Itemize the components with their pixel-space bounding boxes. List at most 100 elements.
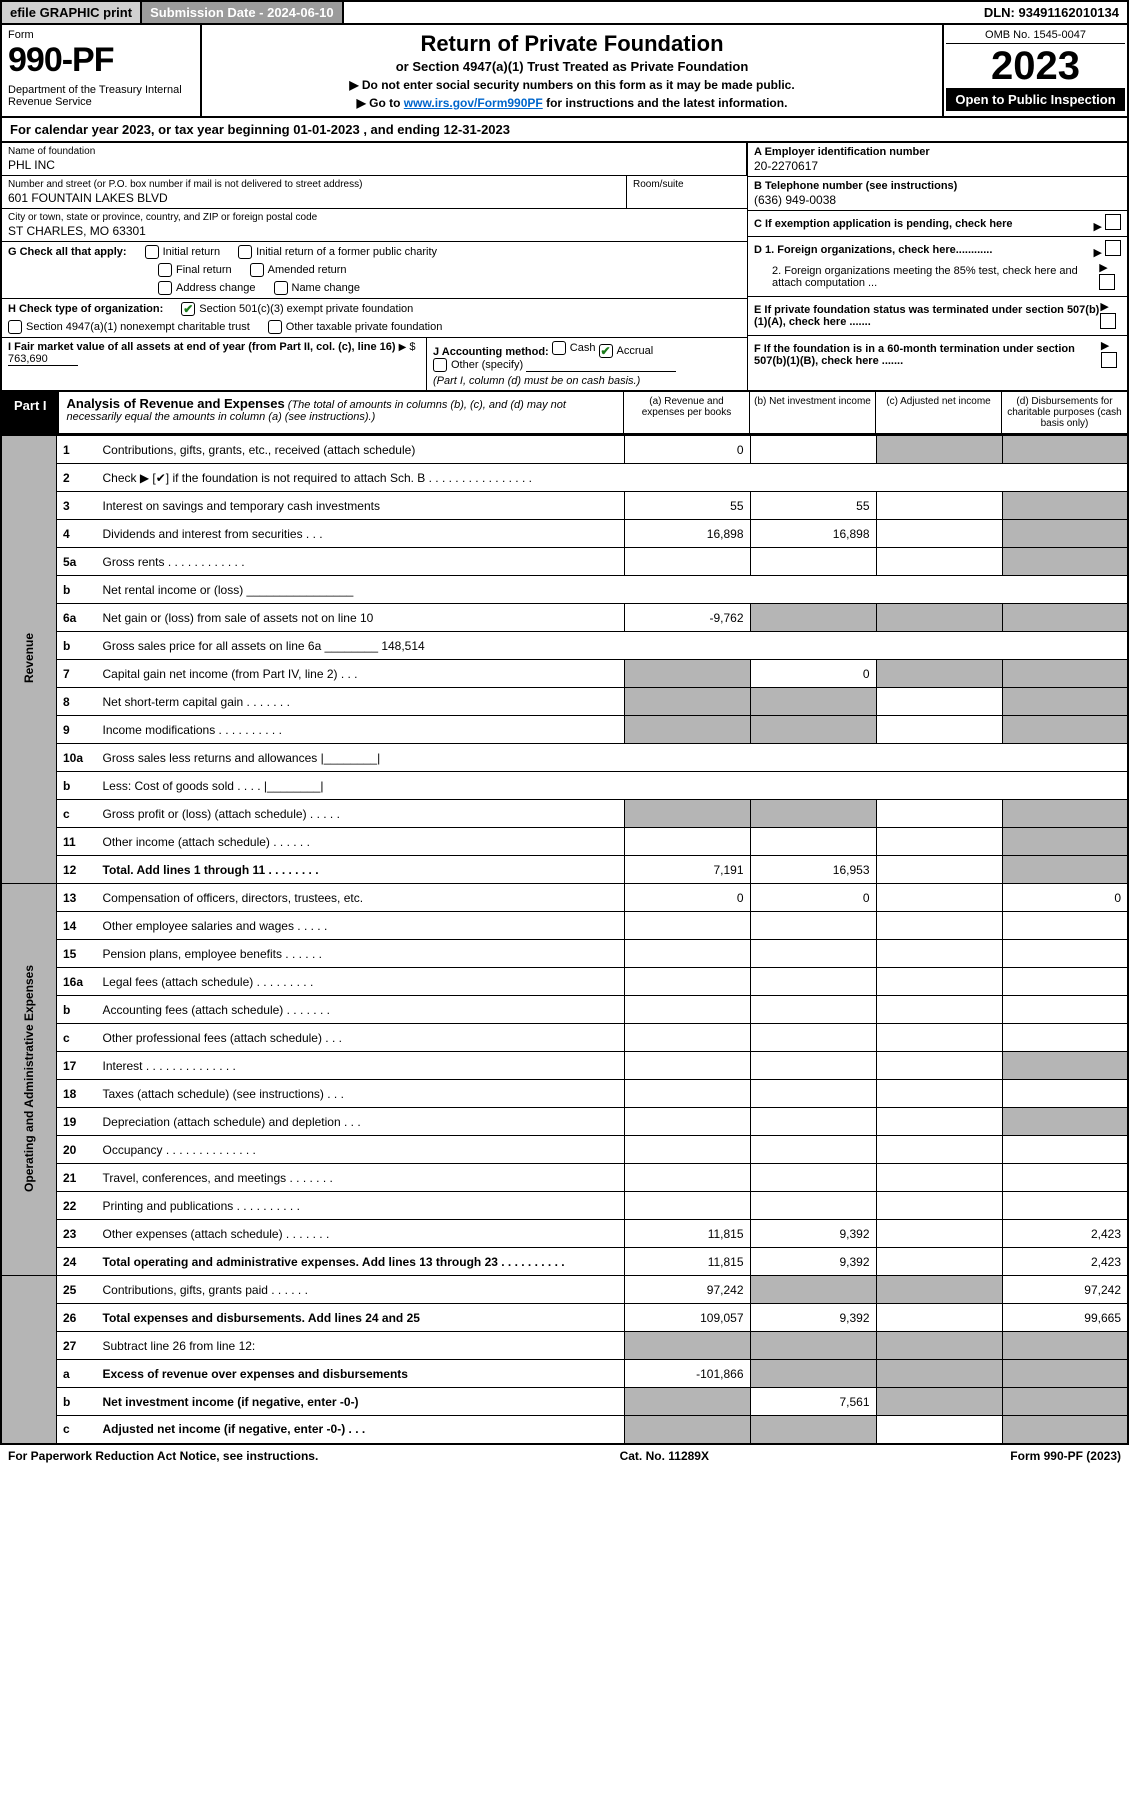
- omb: OMB No. 1545-0047: [946, 27, 1125, 44]
- table-row: aExcess of revenue over expenses and dis…: [1, 1360, 1128, 1388]
- table-row: 10aGross sales less returns and allowanc…: [1, 744, 1128, 772]
- chk-4947[interactable]: [8, 320, 22, 334]
- i-value: 763,690: [8, 353, 78, 366]
- efile-button[interactable]: efile GRAPHIC print: [2, 2, 142, 23]
- table-row: Operating and Administrative Expenses13C…: [1, 884, 1128, 912]
- table-row: 23Other expenses (attach schedule) . . .…: [1, 1220, 1128, 1248]
- table-row: cGross profit or (loss) (attach schedule…: [1, 800, 1128, 828]
- chk-initial-former[interactable]: [238, 245, 252, 259]
- dept: Department of the Treasury Internal Reve…: [8, 84, 194, 108]
- chk-e[interactable]: [1100, 313, 1116, 329]
- table-row: bLess: Cost of goods sold . . . . |_____…: [1, 772, 1128, 800]
- d2-label: 2. Foreign organizations meeting the 85%…: [754, 265, 1099, 289]
- footer-right: Form 990-PF (2023): [1010, 1449, 1121, 1463]
- table-row: 6aNet gain or (loss) from sale of assets…: [1, 604, 1128, 632]
- f-label: F If the foundation is in a 60-month ter…: [754, 343, 1101, 367]
- chk-cash[interactable]: [552, 341, 566, 355]
- col-c-hdr: (c) Adjusted net income: [875, 392, 1001, 433]
- d1-label: D 1. Foreign organizations, check here..…: [754, 244, 992, 256]
- table-row: 24Total operating and administrative exp…: [1, 1248, 1128, 1276]
- ein: 20-2270617: [754, 159, 1121, 173]
- chk-address[interactable]: [158, 281, 172, 295]
- calendar-year: For calendar year 2023, or tax year begi…: [0, 118, 1129, 143]
- room-label: Room/suite: [633, 179, 741, 190]
- part1-tag: Part I: [2, 392, 59, 433]
- footer: For Paperwork Reduction Act Notice, see …: [0, 1445, 1129, 1467]
- chk-501c3[interactable]: [181, 302, 195, 316]
- table-row: 18Taxes (attach schedule) (see instructi…: [1, 1080, 1128, 1108]
- table-row: 27Subtract line 26 from line 12:: [1, 1332, 1128, 1360]
- col-d-hdr: (d) Disbursements for charitable purpose…: [1001, 392, 1127, 433]
- b-label: B Telephone number (see instructions): [754, 180, 957, 192]
- city: ST CHARLES, MO 63301: [8, 224, 741, 238]
- submission-date: Submission Date - 2024-06-10: [142, 2, 344, 23]
- c-label: C If exemption application is pending, c…: [754, 218, 1013, 230]
- chk-amended[interactable]: [250, 263, 264, 277]
- footer-mid: Cat. No. 11289X: [620, 1449, 709, 1463]
- note2: ▶ Go to www.irs.gov/Form990PF for instru…: [208, 96, 936, 110]
- col-b-hdr: (b) Net investment income: [749, 392, 875, 433]
- table-row: 7Capital gain net income (from Part IV, …: [1, 660, 1128, 688]
- chk-other-spec[interactable]: [433, 358, 447, 372]
- chk-accrual[interactable]: [599, 344, 613, 358]
- h-label: H Check type of organization:: [8, 303, 163, 315]
- a-label: A Employer identification number: [754, 146, 930, 158]
- table-row: 17Interest . . . . . . . . . . . . . .: [1, 1052, 1128, 1080]
- note1: ▶ Do not enter social security numbers o…: [208, 78, 936, 92]
- chk-d1[interactable]: [1105, 240, 1121, 256]
- j-label: J Accounting method:: [433, 346, 549, 358]
- form-number: 990-PF: [8, 41, 194, 80]
- address: 601 FOUNTAIN LAKES BLVD: [8, 191, 620, 205]
- table-row: 3Interest on savings and temporary cash …: [1, 492, 1128, 520]
- j-note: (Part I, column (d) must be on cash basi…: [433, 375, 640, 387]
- table-row: 22Printing and publications . . . . . . …: [1, 1192, 1128, 1220]
- table-row: 11Other income (attach schedule) . . . .…: [1, 828, 1128, 856]
- side-revenue: Revenue: [22, 633, 36, 683]
- phone: (636) 949-0038: [754, 193, 1121, 207]
- table-row: Revenue1Contributions, gifts, grants, et…: [1, 436, 1128, 464]
- table-row: 26Total expenses and disbursements. Add …: [1, 1304, 1128, 1332]
- form-subtitle: or Section 4947(a)(1) Trust Treated as P…: [208, 59, 936, 74]
- table-row: bNet investment income (if negative, ent…: [1, 1388, 1128, 1416]
- name-label: Name of foundation: [8, 146, 740, 157]
- dln: DLN: 93491162010134: [976, 2, 1127, 23]
- chk-final[interactable]: [158, 263, 172, 277]
- table-row: bGross sales price for all assets on lin…: [1, 632, 1128, 660]
- form-title: Return of Private Foundation: [208, 31, 936, 57]
- table-row: 9Income modifications . . . . . . . . . …: [1, 716, 1128, 744]
- table-row: 25Contributions, gifts, grants paid . . …: [1, 1276, 1128, 1304]
- tax-year: 2023: [946, 46, 1125, 86]
- chk-f[interactable]: [1101, 352, 1117, 368]
- info-section: Name of foundation PHL INC Number and st…: [0, 143, 1129, 392]
- part1-header: Part I Analysis of Revenue and Expenses …: [0, 392, 1129, 435]
- table-row: 14Other employee salaries and wages . . …: [1, 912, 1128, 940]
- i-label: I Fair market value of all assets at end…: [8, 341, 396, 353]
- table-row: 12Total. Add lines 1 through 11 . . . . …: [1, 856, 1128, 884]
- table-row: 21Travel, conferences, and meetings . . …: [1, 1164, 1128, 1192]
- chk-name[interactable]: [274, 281, 288, 295]
- chk-other-tax[interactable]: [268, 320, 282, 334]
- foundation-name: PHL INC: [8, 158, 740, 172]
- table-row: cAdjusted net income (if negative, enter…: [1, 1416, 1128, 1444]
- chk-c[interactable]: [1105, 214, 1121, 230]
- table-row: cOther professional fees (attach schedul…: [1, 1024, 1128, 1052]
- table-row: 8Net short-term capital gain . . . . . .…: [1, 688, 1128, 716]
- top-bar: efile GRAPHIC print Submission Date - 20…: [0, 0, 1129, 25]
- chk-initial[interactable]: [145, 245, 159, 259]
- e-label: E If private foundation status was termi…: [754, 304, 1100, 328]
- irs-link[interactable]: www.irs.gov/Form990PF: [404, 96, 543, 110]
- main-table: Revenue1Contributions, gifts, grants, et…: [0, 435, 1129, 1445]
- table-row: 20Occupancy . . . . . . . . . . . . . .: [1, 1136, 1128, 1164]
- form-header: Form 990-PF Department of the Treasury I…: [0, 25, 1129, 118]
- g-label: G Check all that apply:: [8, 246, 127, 258]
- table-row: 15Pension plans, employee benefits . . .…: [1, 940, 1128, 968]
- table-row: 2Check ▶ [✔] if the foundation is not re…: [1, 464, 1128, 492]
- chk-d2[interactable]: [1099, 274, 1115, 290]
- table-row: 5aGross rents . . . . . . . . . . . .: [1, 548, 1128, 576]
- city-label: City or town, state or province, country…: [8, 212, 741, 223]
- table-row: bAccounting fees (attach schedule) . . .…: [1, 996, 1128, 1024]
- table-row: 19Depreciation (attach schedule) and dep…: [1, 1108, 1128, 1136]
- table-row: bNet rental income or (loss) ___________…: [1, 576, 1128, 604]
- open-public: Open to Public Inspection: [946, 88, 1125, 111]
- side-expenses: Operating and Administrative Expenses: [22, 965, 36, 1192]
